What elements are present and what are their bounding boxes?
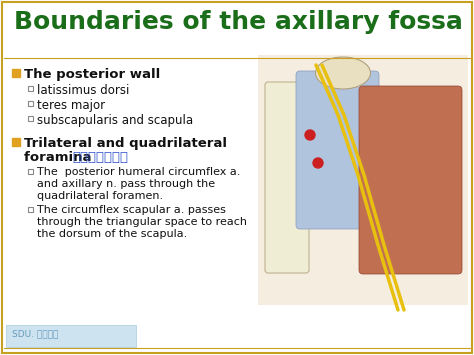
Text: Trilateral and quadrilateral: Trilateral and quadrilateral <box>24 137 227 150</box>
Text: the dorsum of the scapula.: the dorsum of the scapula. <box>37 229 187 239</box>
Bar <box>12 138 20 146</box>
Text: foramina: foramina <box>24 151 96 164</box>
FancyBboxPatch shape <box>296 71 379 229</box>
Ellipse shape <box>316 57 371 89</box>
Bar <box>28 86 33 91</box>
Text: The circumflex scapular a. passes: The circumflex scapular a. passes <box>37 205 226 215</box>
Text: subscapularis and scapula: subscapularis and scapula <box>37 114 193 127</box>
Text: Boundaries of the axillary fossa: Boundaries of the axillary fossa <box>14 10 463 34</box>
Bar <box>6 325 136 347</box>
FancyBboxPatch shape <box>265 82 309 273</box>
Bar <box>28 116 33 121</box>
Text: teres major: teres major <box>37 99 105 112</box>
Bar <box>258 55 468 305</box>
Bar <box>12 69 20 77</box>
Text: latissimus dorsi: latissimus dorsi <box>37 84 129 97</box>
Text: The  posterior humeral circumflex a.: The posterior humeral circumflex a. <box>37 167 240 177</box>
Text: and axillary n. pass through the: and axillary n. pass through the <box>37 179 215 189</box>
Text: 三边孔和四边孔: 三边孔和四边孔 <box>72 151 128 164</box>
Text: The posterior wall: The posterior wall <box>24 68 160 81</box>
Bar <box>28 207 33 212</box>
Bar <box>28 169 33 174</box>
Bar <box>28 101 33 106</box>
FancyBboxPatch shape <box>359 86 462 274</box>
Circle shape <box>305 130 315 140</box>
Text: SDU. 山东大学: SDU. 山东大学 <box>12 329 58 338</box>
Text: quadrilateral foramen.: quadrilateral foramen. <box>37 191 163 201</box>
Circle shape <box>313 158 323 168</box>
Text: through the triangular space to reach: through the triangular space to reach <box>37 217 247 227</box>
